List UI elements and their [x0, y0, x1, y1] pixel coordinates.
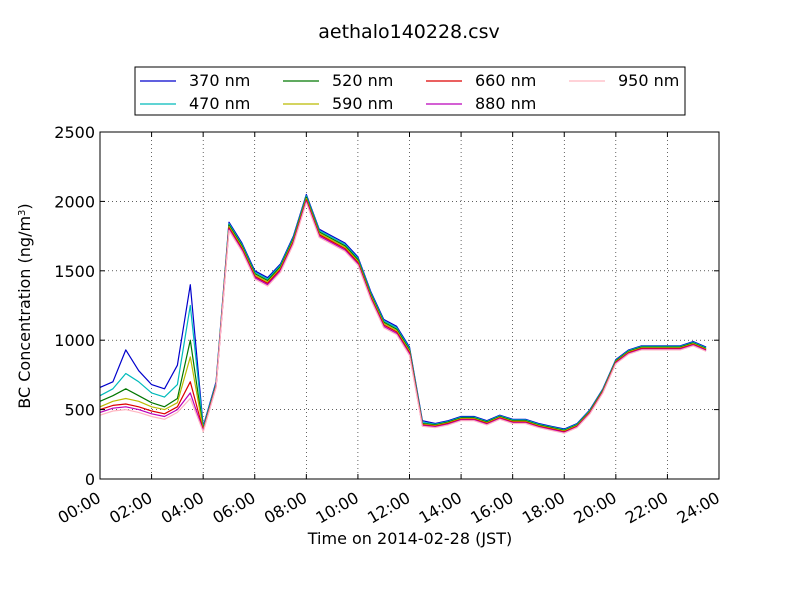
- series-line-7: [99, 202, 707, 434]
- legend-label-7: 950 nm: [618, 71, 679, 90]
- y-tick-label: 1500: [54, 262, 95, 281]
- y-tick-label: 1000: [54, 331, 95, 350]
- legend-label-4: 590 nm: [332, 94, 393, 113]
- y-axis-label-close: ): [15, 203, 34, 209]
- legend: 370 nm 470 nm 520 nm 590 nm 660 nm 880 nm 950 …: [134, 66, 686, 116]
- legend-label-2: 470 nm: [189, 94, 250, 113]
- x-tick-label: 06:00: [209, 488, 258, 528]
- x-tick-label: 10:00: [312, 488, 361, 528]
- x-tick-label: 20:00: [570, 488, 619, 528]
- y-tick-label: 2000: [54, 192, 95, 211]
- x-axis-label: Time on 2014-02-28 (JST): [307, 529, 512, 548]
- x-tick-label: 04:00: [158, 488, 207, 528]
- series-layer: [99, 193, 707, 434]
- grid: [100, 132, 719, 479]
- x-tick-label: 08:00: [261, 488, 310, 528]
- legend-frame: [134, 66, 686, 116]
- legend-label-3: 520 nm: [332, 71, 393, 90]
- legend-label-5: 660 nm: [475, 71, 536, 90]
- y-tick-label: 500: [64, 401, 95, 420]
- x-tick-label: 16:00: [467, 488, 516, 528]
- legend-label-6: 880 nm: [475, 94, 536, 113]
- y-tick-label: 2500: [54, 123, 95, 142]
- y-axis-label: BC Concentration (ng/m3): [15, 203, 34, 408]
- x-tick-label: 12:00: [364, 488, 413, 528]
- y-tick-label: 0: [85, 470, 95, 489]
- y-axis-label-sup: 3: [17, 210, 28, 216]
- chart-title: aethalo140228.csv: [318, 21, 500, 43]
- x-tick-label: 24:00: [674, 488, 723, 528]
- y-axis-label-main: BC Concentration (ng/m: [15, 216, 34, 409]
- legend-label-1: 370 nm: [189, 71, 250, 90]
- x-tick-label: 18:00: [519, 488, 568, 528]
- ticks: [99, 131, 720, 480]
- x-tick-label: 14:00: [416, 488, 465, 528]
- x-tick-label: 02:00: [106, 488, 155, 528]
- x-tick-label: 00:00: [55, 488, 104, 528]
- x-tick-label: 22:00: [622, 488, 671, 528]
